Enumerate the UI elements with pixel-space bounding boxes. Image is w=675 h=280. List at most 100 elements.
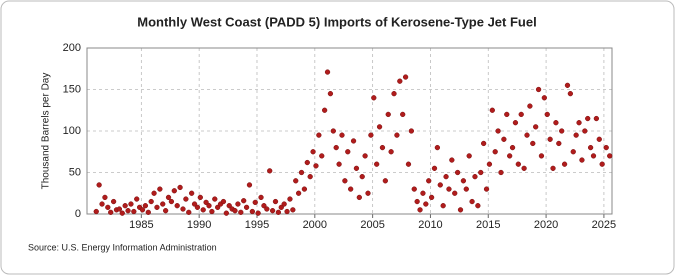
point [391, 91, 397, 97]
point [267, 168, 273, 174]
point [160, 201, 166, 207]
point [530, 140, 536, 147]
point [376, 124, 383, 130]
point [235, 201, 241, 207]
point [573, 132, 579, 138]
point [102, 194, 108, 201]
point [327, 91, 334, 97]
point [397, 78, 403, 84]
point [567, 91, 574, 97]
point [515, 161, 521, 167]
point [226, 203, 232, 209]
point [382, 178, 388, 184]
point [460, 178, 467, 184]
point [463, 186, 469, 192]
point [301, 186, 308, 192]
point [518, 111, 524, 118]
point [252, 199, 258, 206]
point [582, 128, 588, 134]
point [423, 201, 429, 207]
point [298, 169, 305, 176]
point [264, 206, 270, 212]
point [498, 169, 504, 176]
point [189, 190, 195, 196]
point [478, 169, 484, 176]
y-tick-label: 0 [75, 208, 81, 220]
point [307, 174, 313, 180]
x-tick-label: 2020 [534, 219, 558, 231]
point [400, 111, 406, 118]
x-tick-label: 2010 [418, 219, 442, 231]
point [197, 194, 203, 201]
point [122, 203, 128, 209]
point [220, 198, 227, 205]
x-tick-label: 2025 [592, 219, 616, 231]
point [321, 107, 328, 113]
point [561, 161, 568, 167]
source: Source: U.S. Energy Information Administ… [28, 242, 217, 252]
point [142, 203, 149, 209]
point [559, 128, 565, 134]
point [374, 161, 380, 167]
point [437, 182, 443, 188]
point [145, 209, 151, 215]
point [165, 194, 172, 201]
point [440, 203, 446, 209]
point [480, 140, 487, 147]
point [131, 208, 137, 215]
point [538, 153, 545, 159]
point [249, 208, 256, 215]
point [215, 204, 221, 211]
point [269, 208, 276, 214]
point [200, 207, 206, 213]
point [362, 153, 368, 159]
point [486, 161, 493, 167]
y-tick-label: 50 [69, 166, 81, 178]
point [402, 74, 409, 80]
y-tick-label: 150 [63, 83, 81, 95]
point [443, 174, 449, 180]
point [171, 188, 177, 194]
point [408, 128, 415, 134]
point [579, 157, 585, 163]
point [168, 198, 175, 205]
point [509, 144, 516, 151]
point [105, 204, 111, 211]
point [116, 206, 123, 212]
point [313, 163, 319, 169]
point [385, 111, 391, 118]
point [241, 198, 247, 204]
point [246, 182, 253, 188]
point [194, 204, 201, 211]
point [345, 149, 351, 155]
point [603, 144, 609, 151]
point [379, 144, 386, 151]
point [203, 199, 209, 206]
point [533, 124, 539, 130]
point [333, 144, 339, 151]
x-tick-label: 2005 [360, 219, 384, 231]
point [336, 161, 342, 167]
point [466, 153, 472, 159]
point [446, 186, 452, 192]
y-axis-label: Thousand Barrels per Day [41, 73, 52, 190]
point [590, 153, 597, 159]
point [587, 144, 594, 151]
point [411, 186, 417, 192]
point [348, 186, 354, 192]
point [353, 165, 360, 172]
point [281, 201, 287, 207]
point [359, 174, 365, 180]
point [174, 203, 180, 209]
point [596, 136, 602, 142]
chart-title: Monthly West Coast (PADD 5) Imports of K… [137, 14, 536, 29]
point [275, 209, 282, 215]
point [310, 149, 316, 155]
point [607, 153, 613, 159]
x-tick-label: 1990 [187, 219, 211, 231]
point [431, 165, 438, 172]
point [428, 194, 435, 201]
point [521, 165, 527, 172]
point [483, 186, 490, 192]
